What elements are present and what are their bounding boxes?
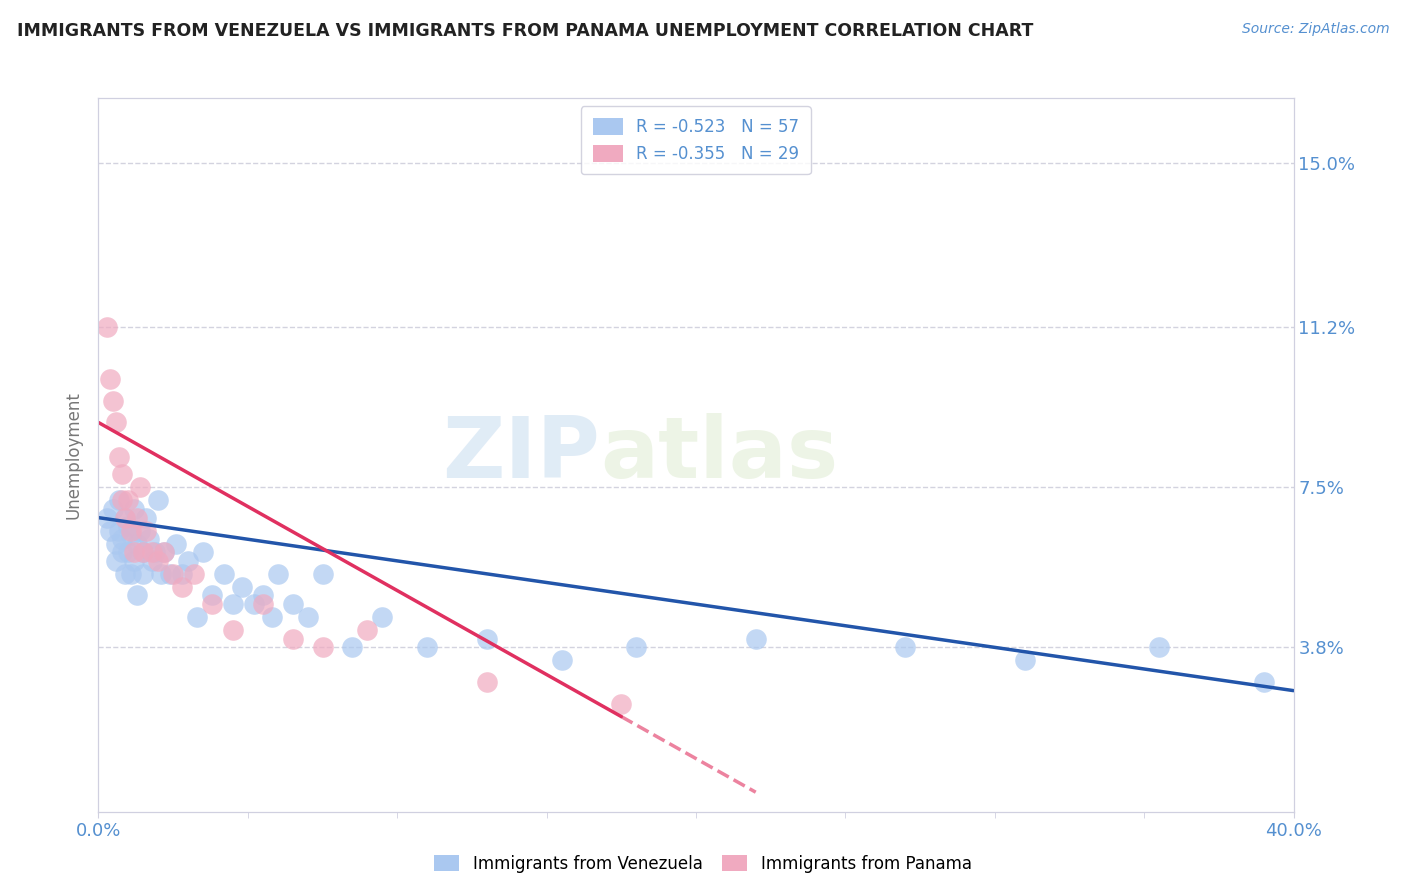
Point [201, 589, 224, 603]
Point [111, 493, 134, 508]
Point [124, 554, 146, 568]
Point [177, 554, 200, 568]
Point [222, 597, 245, 611]
Point [159, 566, 181, 581]
Point [124, 502, 146, 516]
Point [141, 545, 163, 559]
Legend: R = -0.523   N = 57, R = -0.355   N = 29: R = -0.523 N = 57, R = -0.355 N = 29 [581, 106, 811, 175]
Point [108, 493, 131, 508]
Point [132, 545, 155, 559]
Point [610, 697, 633, 711]
Point [281, 597, 304, 611]
Point [105, 416, 128, 430]
Point [231, 580, 253, 594]
Legend: Immigrants from Venezuela, Immigrants from Panama: Immigrants from Venezuela, Immigrants fr… [427, 848, 979, 880]
Point [243, 597, 266, 611]
Point [124, 545, 146, 559]
Point [117, 545, 139, 559]
Point [96, 510, 118, 524]
Point [98, 372, 122, 386]
Point [172, 580, 194, 594]
Text: ZIP: ZIP [443, 413, 600, 497]
Point [281, 632, 304, 646]
Point [222, 623, 245, 637]
Point [162, 566, 184, 581]
Point [297, 610, 319, 624]
Point [260, 610, 283, 624]
Point [111, 545, 134, 559]
Point [550, 653, 572, 667]
Point [153, 545, 176, 559]
Point [120, 566, 142, 581]
Point [894, 640, 917, 655]
Point [342, 640, 364, 655]
Point [172, 566, 194, 581]
Point [111, 533, 134, 547]
Point [165, 536, 187, 550]
Point [371, 610, 394, 624]
Point [153, 545, 176, 559]
Point [120, 528, 142, 542]
Point [1014, 653, 1036, 667]
Point [111, 467, 134, 482]
Point [267, 566, 290, 581]
Point [114, 510, 136, 524]
Point [114, 566, 136, 581]
Point [201, 597, 224, 611]
Point [135, 524, 157, 538]
Point [626, 640, 648, 655]
Point [191, 545, 214, 559]
Point [150, 566, 173, 581]
Point [103, 393, 125, 408]
Point [132, 566, 155, 581]
Point [212, 566, 235, 581]
Point [114, 510, 136, 524]
Point [148, 554, 170, 568]
Text: Source: ZipAtlas.com: Source: ZipAtlas.com [1241, 22, 1389, 37]
Point [475, 675, 498, 690]
Point [103, 502, 125, 516]
Text: IMMIGRANTS FROM VENEZUELA VS IMMIGRANTS FROM PANAMA UNEMPLOYMENT CORRELATION CHA: IMMIGRANTS FROM VENEZUELA VS IMMIGRANTS … [17, 22, 1033, 40]
Point [143, 545, 166, 559]
Point [1147, 640, 1170, 655]
Point [127, 589, 149, 603]
Point [129, 480, 152, 494]
Point [117, 519, 139, 533]
Point [416, 640, 439, 655]
Point [105, 536, 128, 550]
Point [311, 566, 333, 581]
Point [96, 320, 118, 334]
Point [108, 450, 131, 464]
Point [138, 533, 160, 547]
Point [132, 545, 155, 559]
Point [117, 493, 139, 508]
Point [311, 640, 333, 655]
Text: atlas: atlas [600, 413, 838, 497]
Point [475, 632, 498, 646]
Point [252, 597, 274, 611]
Point [148, 493, 170, 508]
Point [356, 623, 378, 637]
Point [1253, 675, 1275, 690]
Y-axis label: Unemployment: Unemployment [65, 391, 83, 519]
Point [141, 554, 163, 568]
Point [129, 524, 152, 538]
Point [98, 524, 122, 538]
Point [745, 632, 768, 646]
Point [105, 554, 128, 568]
Point [135, 510, 157, 524]
Point [183, 566, 205, 581]
Point [127, 536, 149, 550]
Point [120, 524, 142, 538]
Point [186, 610, 208, 624]
Point [108, 524, 131, 538]
Point [127, 510, 149, 524]
Point [252, 589, 274, 603]
